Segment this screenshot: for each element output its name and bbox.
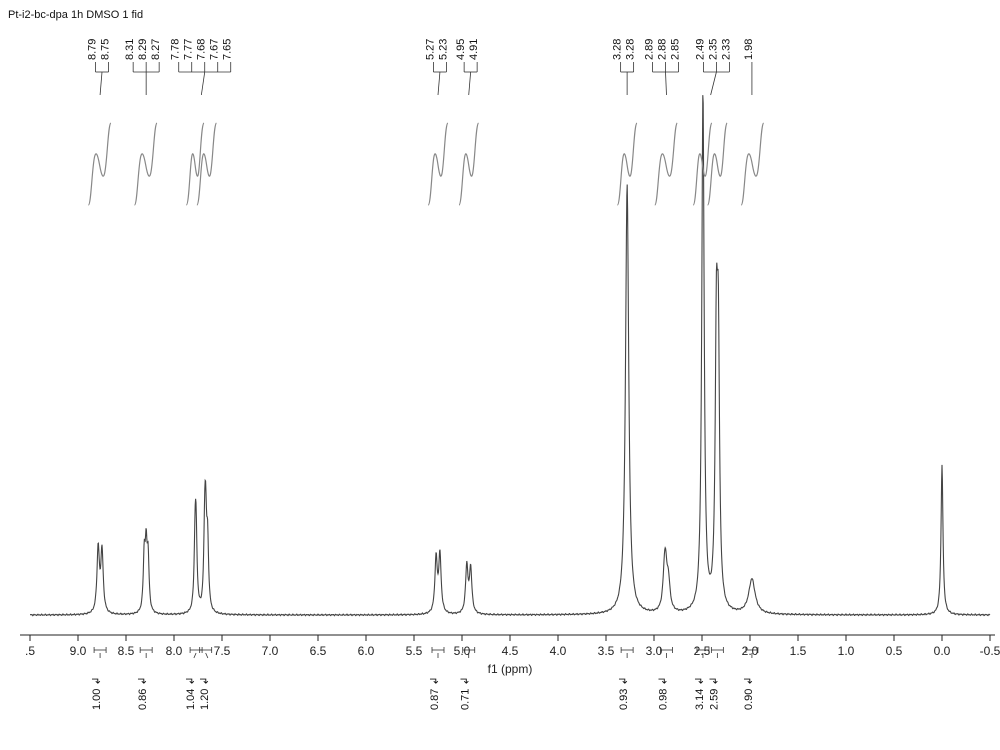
x-tick-label: 1.5 bbox=[790, 644, 807, 658]
peak-ppm-label: 1.98 bbox=[743, 39, 755, 60]
integration-value-label: 1.04 ↲ bbox=[185, 676, 197, 710]
peak-ppm-label: 2.85 bbox=[670, 39, 682, 60]
x-tick-label: 2.0 bbox=[742, 644, 759, 658]
peak-ppm-label: 3.28 bbox=[625, 39, 637, 60]
peak-ppm-label: 8.31 bbox=[124, 39, 136, 60]
peak-ppm-label: 2.33 bbox=[720, 39, 732, 60]
x-tick-label: 6.0 bbox=[358, 644, 375, 658]
peak-ppm-label: 7.78 bbox=[170, 39, 182, 60]
plot-background bbox=[0, 0, 1000, 750]
x-tick-label: 0.0 bbox=[934, 644, 951, 658]
x-tick-label: 4.5 bbox=[502, 644, 519, 658]
x-tick-label: 9.0 bbox=[70, 644, 87, 658]
integration-value-label: 2.59 ↲ bbox=[708, 676, 720, 710]
x-tick-label: 1.0 bbox=[838, 644, 855, 658]
peak-ppm-label: 7.77 bbox=[183, 39, 195, 60]
integration-value-label: 0.90 ↲ bbox=[743, 676, 755, 710]
peak-ppm-label: 5.23 bbox=[437, 39, 449, 60]
peak-ppm-label: 7.67 bbox=[209, 39, 221, 60]
peak-ppm-label: 7.68 bbox=[196, 39, 208, 60]
peak-ppm-label: 2.89 bbox=[644, 39, 656, 60]
integration-value-label: 0.93 ↲ bbox=[618, 676, 630, 710]
x-tick-label: 0.5 bbox=[886, 644, 903, 658]
x-tick-label: 2.5 bbox=[694, 644, 711, 658]
peak-ppm-label: 3.28 bbox=[612, 39, 624, 60]
peak-ppm-label: 2.88 bbox=[657, 39, 669, 60]
integration-value-label: 0.98 ↲ bbox=[657, 676, 669, 710]
x-tick-label: -0.5 bbox=[980, 644, 1000, 658]
x-tick-label: 7.0 bbox=[262, 644, 279, 658]
x-tick-label: 7.5 bbox=[214, 644, 231, 658]
integration-value-label: 0.86 ↲ bbox=[137, 676, 149, 710]
peak-ppm-label: 4.91 bbox=[468, 39, 480, 60]
x-tick-label: .5 bbox=[25, 644, 35, 658]
peak-ppm-label: 7.65 bbox=[222, 39, 234, 60]
x-tick-label: 4.0 bbox=[550, 644, 567, 658]
peak-ppm-label: 5.27 bbox=[424, 39, 436, 60]
plot-title: Pt-i2-bc-dpa 1h DMSO 1 fid bbox=[8, 9, 143, 21]
x-axis-label: f1 (ppm) bbox=[488, 662, 533, 676]
peak-ppm-label: 8.75 bbox=[100, 39, 112, 60]
integration-value-label: 0.71 ↲ bbox=[460, 676, 472, 710]
integration-value-label: 1.00 ↲ bbox=[91, 676, 103, 710]
x-tick-label: 5.0 bbox=[454, 644, 471, 658]
peak-ppm-label: 2.35 bbox=[707, 39, 719, 60]
peak-ppm-label: 8.27 bbox=[150, 39, 162, 60]
nmr-spectrum-plot: Pt-i2-bc-dpa 1h DMSO 1 fid .5 9.0 8.5 8.0 7.5… bbox=[0, 0, 1000, 750]
x-tick-label: 5.5 bbox=[406, 644, 423, 658]
peak-ppm-label: 2.49 bbox=[694, 39, 706, 60]
x-tick-label: 8.5 bbox=[118, 644, 135, 658]
peak-ppm-label: 4.95 bbox=[455, 39, 467, 60]
integration-value-label: 3.14 ↲ bbox=[694, 676, 706, 710]
x-tick-label: 3.5 bbox=[598, 644, 615, 658]
peak-ppm-label: 8.29 bbox=[137, 39, 149, 60]
x-tick-label: 6.5 bbox=[310, 644, 327, 658]
integration-value-label: 1.20 ↲ bbox=[199, 676, 211, 710]
peak-ppm-label: 8.79 bbox=[87, 39, 99, 60]
x-tick-label: 8.0 bbox=[166, 644, 183, 658]
integration-value-label: 0.87 ↲ bbox=[429, 676, 441, 710]
